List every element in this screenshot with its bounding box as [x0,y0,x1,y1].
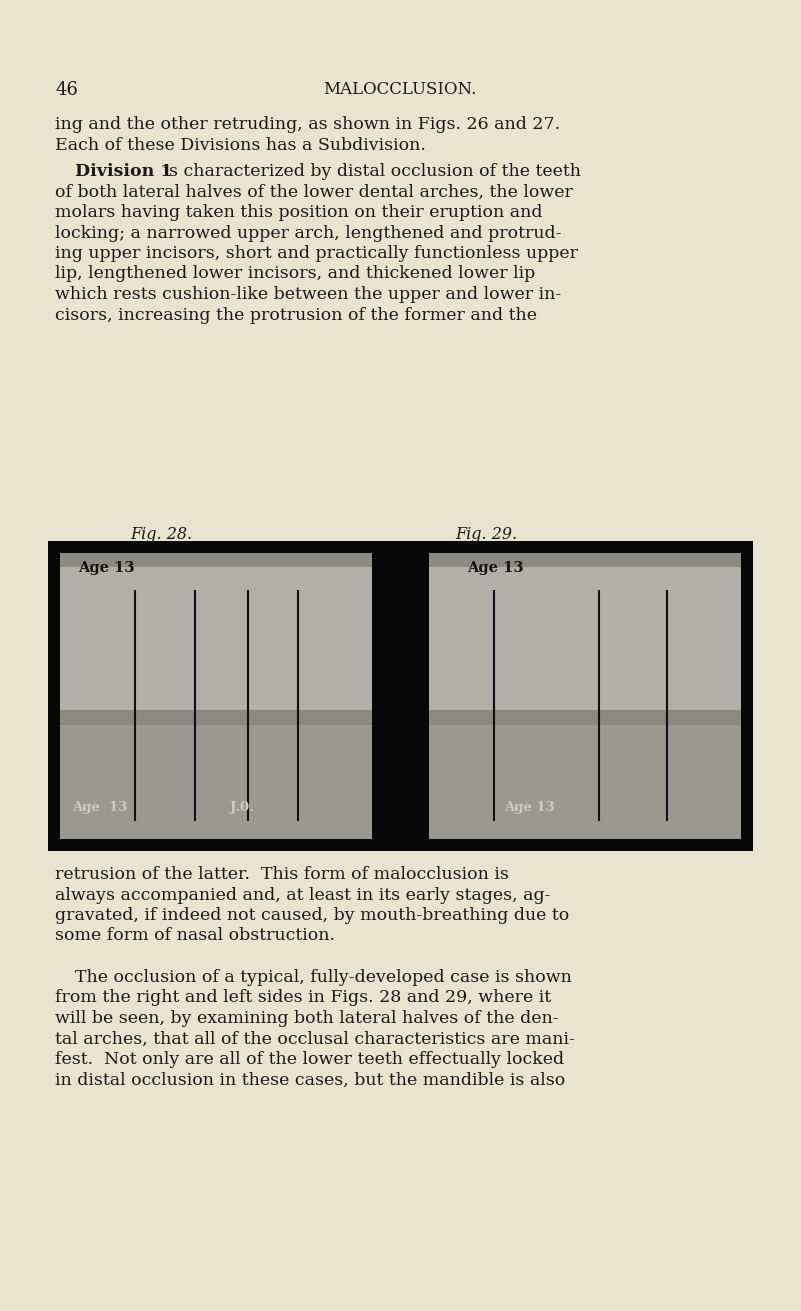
Text: will be seen, by examining both lateral halves of the den-: will be seen, by examining both lateral … [55,1009,558,1027]
Bar [429,553,741,839]
Bar [48,541,753,851]
Text: fest.  Not only are all of the lower teeth effectually locked: fest. Not only are all of the lower teet… [55,1051,564,1068]
Text: in distal occlusion in these cases, but the mandible is also: in distal occlusion in these cases, but … [55,1071,566,1088]
Text: tal arches, that all of the occlusal characteristics are mani-: tal arches, that all of the occlusal cha… [55,1030,575,1047]
Text: MALOCCLUSION.: MALOCCLUSION. [324,81,477,98]
Bar [372,541,429,851]
Bar [60,568,372,711]
Text: some form of nasal obstruction.: some form of nasal obstruction. [55,927,335,944]
Text: lip, lengthened lower incisors, and thickened lower lip: lip, lengthened lower incisors, and thic… [55,266,535,282]
Text: of both lateral halves of the lower dental arches, the lower: of both lateral halves of the lower dent… [55,184,573,201]
Bar [60,553,372,839]
Text: which rests cushion-like between the upper and lower in-: which rests cushion-like between the upp… [55,286,562,303]
Text: Age 13: Age 13 [467,561,524,576]
Text: Age  13: Age 13 [72,801,127,814]
Text: Each of these Divisions has a Subdivision.: Each of these Divisions has a Subdivisio… [55,136,426,153]
Text: Fig. 29.: Fig. 29. [455,526,517,543]
Text: J.0.: J.0. [230,801,254,814]
Text: from the right and left sides in Figs. 28 and 29, where it: from the right and left sides in Figs. 2… [55,990,551,1007]
Text: cisors, increasing the protrusion of the former and the: cisors, increasing the protrusion of the… [55,307,537,324]
Text: 46: 46 [55,81,78,100]
Text: Division 1: Division 1 [75,163,172,180]
Text: is characterized by distal occlusion of the teeth: is characterized by distal occlusion of … [158,163,581,180]
Bar [429,725,741,839]
Text: Fig. 28.: Fig. 28. [130,526,192,543]
Text: gravated, if indeed not caused, by mouth-breathing due to: gravated, if indeed not caused, by mouth… [55,907,570,924]
Text: Age 13: Age 13 [504,801,555,814]
Text: ing and the other retruding, as shown in Figs. 26 and 27.: ing and the other retruding, as shown in… [55,115,560,132]
Bar [429,568,741,711]
Text: The occlusion of a typical, fully-developed case is shown: The occlusion of a typical, fully-develo… [75,969,572,986]
Text: ing upper incisors, short and practically functionless upper: ing upper incisors, short and practicall… [55,245,578,262]
Text: locking; a narrowed upper arch, lengthened and protrud-: locking; a narrowed upper arch, lengthen… [55,224,562,241]
Text: always accompanied and, at least in its early stages, ag-: always accompanied and, at least in its … [55,886,550,903]
Bar [60,725,372,839]
Text: retrusion of the latter.  This form of malocclusion is: retrusion of the latter. This form of ma… [55,867,509,884]
Text: Age 13: Age 13 [78,561,135,576]
Text: molars having taken this position on their eruption and: molars having taken this position on the… [55,205,542,222]
